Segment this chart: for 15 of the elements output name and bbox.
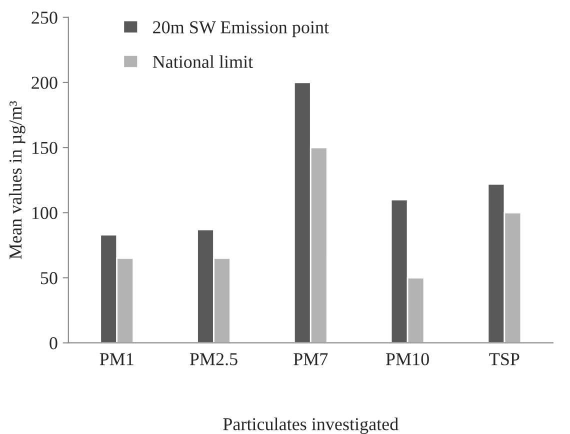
y-tick-label: 250 — [32, 12, 58, 24]
x-tick-label: TSP — [489, 353, 520, 366]
x-tick-label: PM1 — [100, 353, 134, 366]
y-tick-label: 150 — [32, 142, 58, 154]
y-tick-label: 200 — [32, 76, 58, 89]
y-tick-label: 0 — [50, 337, 58, 350]
y-axis-title: Mean values in µg/m³ — [8, 101, 26, 259]
x-tick-label: PM10 — [386, 353, 429, 366]
x-tick-label: PM2.5 — [190, 353, 238, 366]
y-tick-label: 50 — [40, 272, 58, 284]
legend-label: 20m SW Emission point — [153, 21, 329, 38]
y-tick-label: 100 — [32, 206, 58, 220]
legend-label: National limit — [152, 55, 253, 68]
x-axis-title: Particulates investigated — [223, 418, 398, 434]
x-tick-label: PM7 — [294, 353, 328, 366]
